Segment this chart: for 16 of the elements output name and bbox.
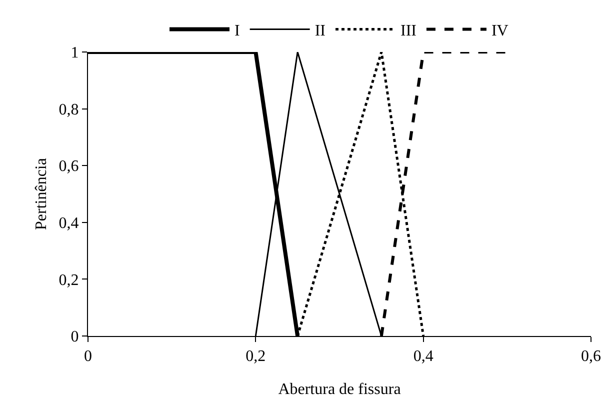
x-tick-label: 0,2 xyxy=(246,348,266,366)
legend-label: I xyxy=(234,22,240,40)
legend-label: III xyxy=(400,22,416,40)
y-axis-title: Pertinência xyxy=(33,158,50,230)
x-tick-label: 0,6 xyxy=(581,348,601,366)
legend-label: IV xyxy=(491,22,509,40)
y-tick-label: 0,2 xyxy=(58,272,79,289)
y-tick-label: 0,4 xyxy=(58,215,79,232)
y-tick-label: 0,6 xyxy=(58,158,79,176)
x-tick-label: 0 xyxy=(84,348,92,366)
legend-label: II xyxy=(314,22,326,40)
x-axis-title: Abertura de fissura xyxy=(278,381,401,398)
y-tick-label: 1 xyxy=(70,44,79,62)
y-tick-label: 0,8 xyxy=(58,101,79,118)
x-tick-label: 0,4 xyxy=(413,348,434,366)
y-tick-label: 0 xyxy=(70,328,79,346)
